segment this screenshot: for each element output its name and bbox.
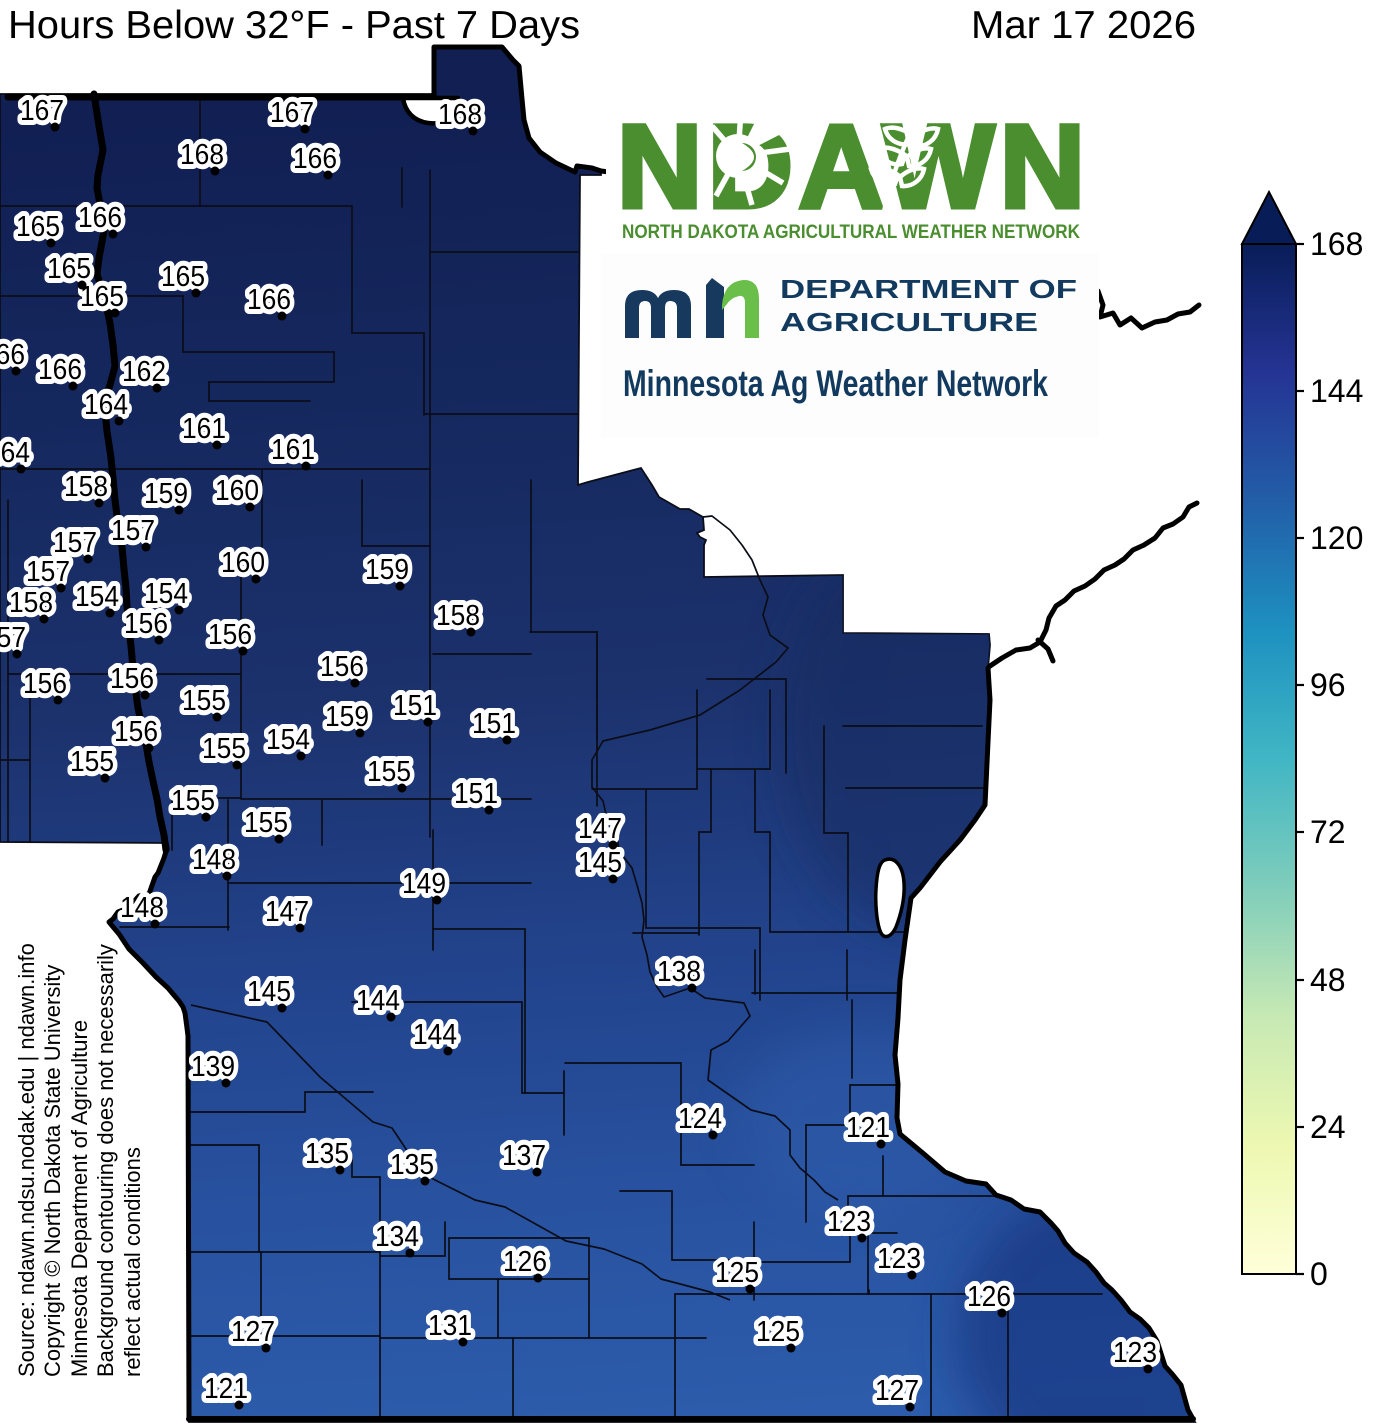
svg-text:DEPARTMENT OF: DEPARTMENT OF: [780, 274, 1077, 304]
svg-text:138: 138: [657, 956, 701, 988]
svg-text:158: 158: [436, 600, 480, 632]
svg-text:155: 155: [171, 785, 215, 817]
svg-text:145: 145: [247, 976, 291, 1008]
svg-text:151: 151: [454, 778, 498, 810]
svg-text:154: 154: [266, 724, 310, 756]
svg-text:155: 155: [202, 733, 246, 765]
svg-text:144: 144: [1310, 373, 1363, 409]
svg-text:168: 168: [438, 99, 482, 131]
svg-text:151: 151: [472, 708, 516, 740]
svg-text:157: 157: [111, 515, 155, 547]
svg-text:48: 48: [1310, 962, 1346, 998]
svg-text:154: 154: [75, 581, 119, 613]
svg-text:166: 166: [293, 143, 337, 175]
svg-text:125: 125: [715, 1257, 759, 1289]
svg-text:135: 135: [390, 1149, 434, 1181]
svg-text:166: 166: [247, 284, 291, 316]
svg-text:137: 137: [502, 1140, 546, 1172]
svg-text:160: 160: [221, 547, 265, 579]
svg-text:154: 154: [144, 578, 188, 610]
svg-text:155: 155: [367, 756, 411, 788]
svg-text:124: 124: [678, 1103, 722, 1135]
svg-text:165: 165: [80, 281, 124, 313]
svg-text:155: 155: [182, 685, 226, 717]
svg-text:157: 157: [53, 527, 97, 559]
svg-text:123: 123: [827, 1206, 871, 1238]
svg-text:139: 139: [191, 1051, 235, 1083]
svg-text:127: 127: [231, 1316, 275, 1348]
svg-text:134: 134: [375, 1221, 419, 1253]
svg-text:165: 165: [47, 253, 91, 285]
svg-text:167: 167: [20, 95, 64, 127]
svg-text:167: 167: [270, 97, 314, 129]
svg-text:AGRICULTURE: AGRICULTURE: [780, 307, 1038, 337]
svg-text:Minnesota Department of Agricu: Minnesota Department of Agriculture: [67, 1020, 92, 1377]
svg-text:144: 144: [356, 985, 400, 1017]
svg-text:159: 159: [325, 701, 369, 733]
svg-text:145: 145: [578, 847, 622, 879]
svg-text:127: 127: [875, 1375, 919, 1407]
svg-text:157: 157: [26, 556, 70, 588]
svg-text:157: 157: [0, 622, 26, 654]
svg-text:155: 155: [244, 807, 288, 839]
svg-text:168: 168: [1310, 226, 1363, 262]
svg-text:147: 147: [578, 813, 622, 845]
svg-text:156: 156: [23, 668, 67, 700]
svg-text:165: 165: [161, 261, 205, 293]
svg-text:151: 151: [393, 690, 437, 722]
svg-text:144: 144: [413, 1019, 457, 1051]
svg-text:121: 121: [846, 1112, 890, 1144]
svg-text:123: 123: [877, 1243, 921, 1275]
svg-text:162: 162: [122, 356, 166, 388]
svg-text:156: 156: [320, 651, 364, 683]
svg-text:121: 121: [204, 1373, 248, 1405]
svg-text:156: 156: [114, 716, 158, 748]
svg-text:0: 0: [1310, 1256, 1328, 1292]
svg-text:168: 168: [180, 139, 224, 171]
svg-text:120: 120: [1310, 520, 1363, 556]
svg-text:147: 147: [265, 896, 309, 928]
svg-text:155: 155: [70, 746, 114, 778]
svg-text:164: 164: [0, 437, 30, 469]
svg-text:159: 159: [144, 478, 188, 510]
svg-text:148: 148: [192, 844, 236, 876]
svg-text:NDAWN: NDAWN: [617, 101, 1083, 233]
svg-text:160: 160: [215, 475, 259, 507]
svg-text:165: 165: [16, 211, 60, 243]
svg-text:126: 126: [503, 1246, 547, 1278]
svg-text:156: 156: [124, 608, 168, 640]
svg-text:161: 161: [271, 434, 315, 466]
svg-text:135: 135: [305, 1138, 349, 1170]
svg-text:NORTH DAKOTA AGRICULTURAL WEAT: NORTH DAKOTA AGRICULTURAL WEATHER NETWOR…: [622, 221, 1080, 243]
svg-text:125: 125: [756, 1316, 800, 1348]
svg-text:166: 166: [78, 202, 122, 234]
svg-text:reflect actual conditions: reflect actual conditions: [120, 1147, 145, 1377]
svg-text:Hours Below 32°F - Past 7 Days: Hours Below 32°F - Past 7 Days: [8, 4, 580, 47]
svg-text:148: 148: [120, 892, 164, 924]
svg-text:131: 131: [428, 1310, 472, 1342]
svg-text:158: 158: [9, 587, 53, 619]
svg-text:166: 166: [0, 339, 25, 371]
svg-text:72: 72: [1310, 814, 1346, 850]
svg-text:164: 164: [84, 389, 128, 421]
svg-text:126: 126: [967, 1281, 1011, 1313]
svg-text:156: 156: [110, 663, 154, 695]
svg-text:Copyright © North Dakota State: Copyright © North Dakota State Universit…: [40, 965, 65, 1377]
svg-text:158: 158: [64, 471, 108, 503]
svg-text:166: 166: [38, 354, 82, 386]
svg-text:24: 24: [1310, 1109, 1346, 1145]
svg-text:Source: ndawn.ndsu.nodak.edu |: Source: ndawn.ndsu.nodak.edu | ndawn.inf…: [14, 943, 39, 1377]
svg-text:159: 159: [365, 554, 409, 586]
svg-text:Background contouring does not: Background contouring does not necessari…: [93, 944, 118, 1377]
svg-text:149: 149: [402, 868, 446, 900]
svg-text:156: 156: [208, 619, 252, 651]
svg-text:Minnesota Ag Weather Network: Minnesota Ag Weather Network: [623, 363, 1048, 404]
svg-text:161: 161: [182, 413, 226, 445]
svg-text:96: 96: [1310, 667, 1346, 703]
svg-text:123: 123: [1113, 1337, 1157, 1369]
svg-text:Mar 17 2026: Mar 17 2026: [971, 4, 1196, 47]
